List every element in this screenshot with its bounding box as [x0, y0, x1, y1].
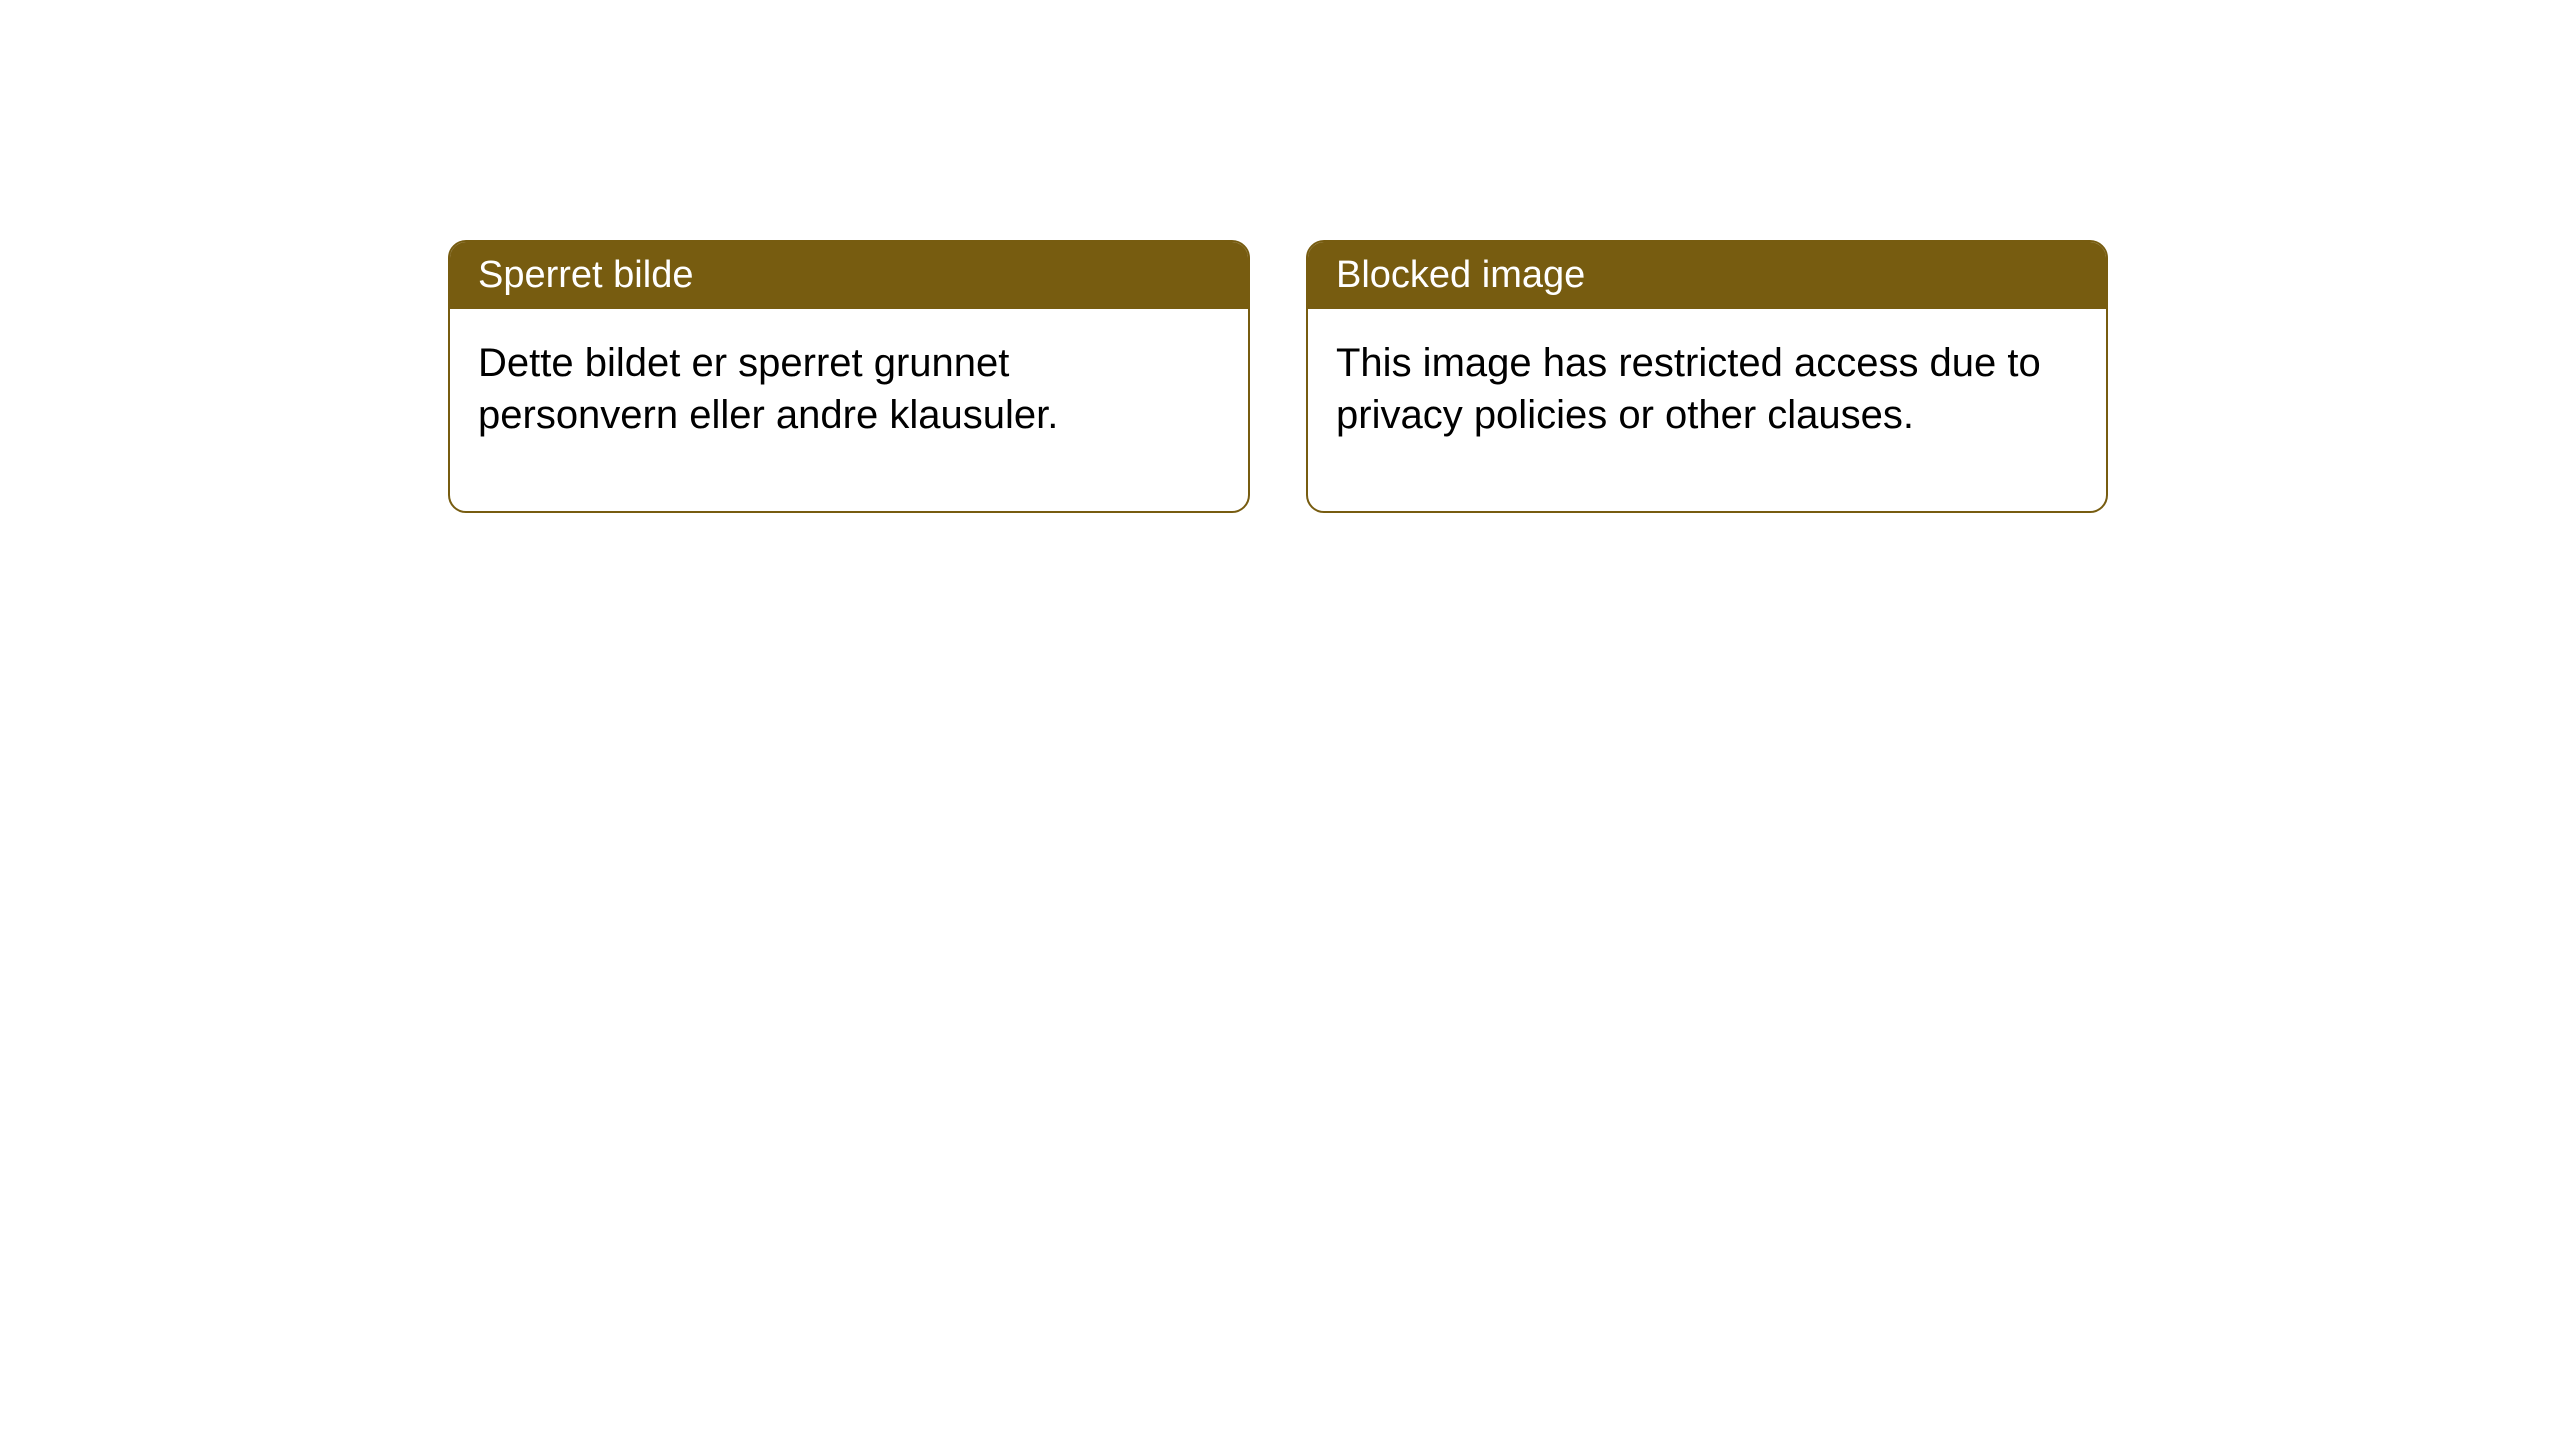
notice-header: Blocked image: [1308, 242, 2106, 309]
notice-card-english: Blocked image This image has restricted …: [1306, 240, 2108, 513]
notice-header: Sperret bilde: [450, 242, 1248, 309]
notice-body: Dette bildet er sperret grunnet personve…: [450, 309, 1248, 511]
notice-container: Sperret bilde Dette bildet er sperret gr…: [448, 240, 2108, 513]
notice-card-norwegian: Sperret bilde Dette bildet er sperret gr…: [448, 240, 1250, 513]
notice-body: This image has restricted access due to …: [1308, 309, 2106, 511]
